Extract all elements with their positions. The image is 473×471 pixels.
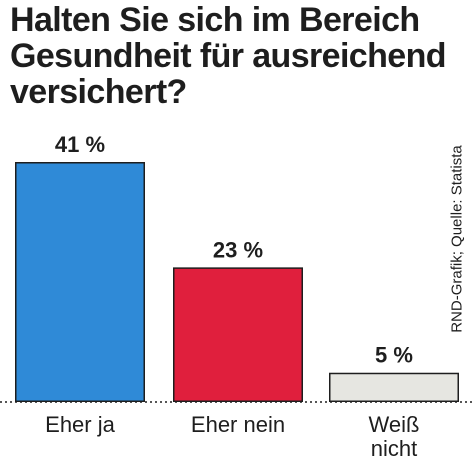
- bar-eher-nein: [173, 267, 303, 402]
- value-label: 41 %: [55, 132, 105, 157]
- bar-weiss-nicht: [329, 372, 459, 403]
- category-label: nicht: [371, 436, 417, 461]
- category-label: Eher ja: [45, 412, 115, 437]
- value-label: 23 %: [213, 237, 263, 262]
- bar-eher-ja: [15, 162, 145, 402]
- category-label: Weiß: [369, 412, 420, 437]
- category-label: Eher nein: [191, 412, 285, 437]
- value-label: 5 %: [375, 343, 413, 368]
- chart-title: Halten Sie sich im Bereich Gesundheit fü…: [10, 1, 447, 111]
